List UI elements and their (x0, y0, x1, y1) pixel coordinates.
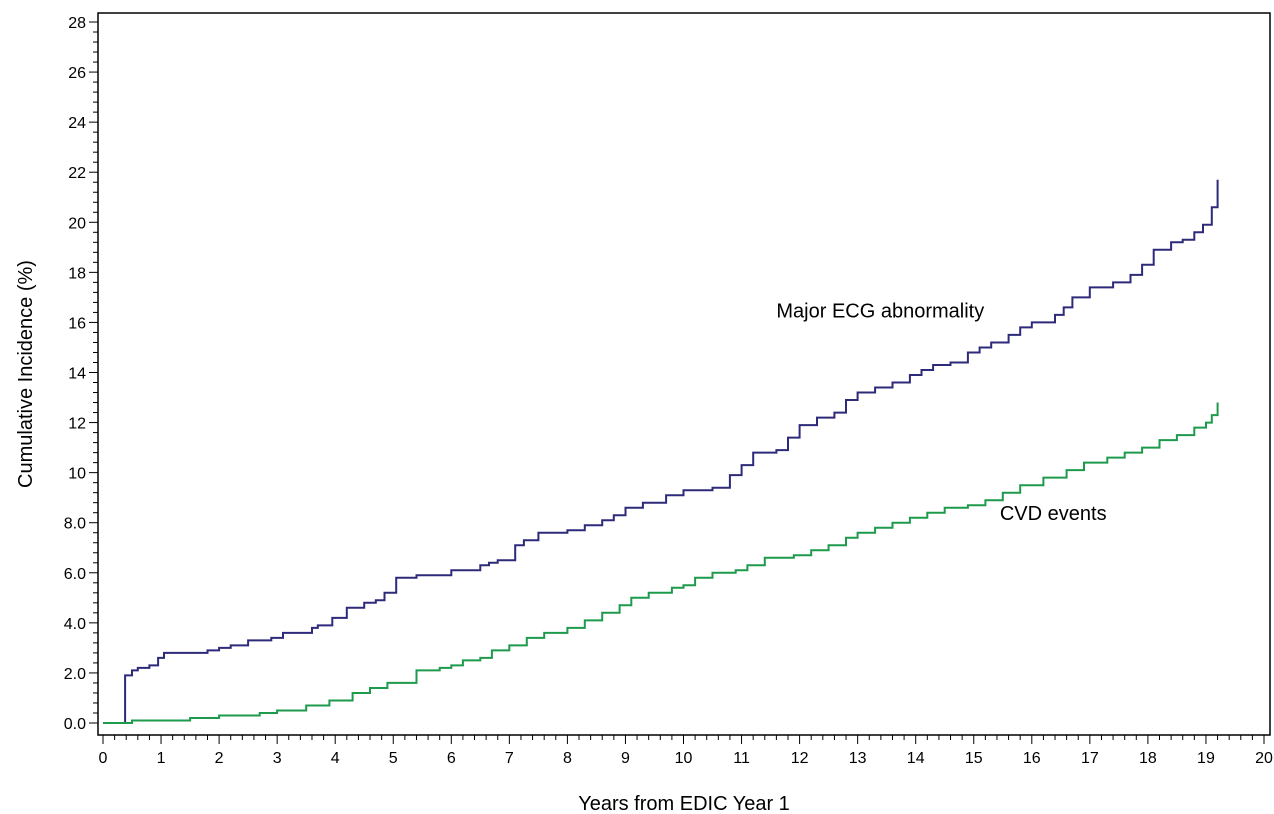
y-axis: 0.0 2.0 4.0 6.0 8.0 10 12 14 16 18 20 22 24 26 28 (64, 15, 98, 733)
x-tick-label: 4 (331, 750, 340, 767)
y-tick-label: 12 (68, 416, 86, 433)
x-tick-label: 15 (965, 750, 983, 767)
y-tick-label: 28 (68, 15, 86, 32)
plot-frame-group (97, 12, 1271, 736)
y-tick-label: 4.0 (64, 616, 86, 633)
y-tick-label: 16 (68, 315, 86, 332)
y-tick-label: 24 (68, 115, 86, 132)
x-tick-label: 7 (505, 750, 514, 767)
y-tick-label: 26 (68, 65, 86, 82)
series-label-ecg: Major ECG abnormality (776, 300, 984, 322)
x-tick-label: 12 (791, 750, 809, 767)
x-tick-label: 16 (1023, 750, 1041, 767)
x-tick-label: 6 (447, 750, 456, 767)
x-tick-label: 11 (733, 750, 750, 767)
y-tick-label: 18 (68, 265, 86, 282)
series-line-ecg (103, 179, 1219, 724)
plot-frame (97, 12, 1271, 736)
x-tick-label: 3 (273, 750, 282, 767)
x-tick-label: 17 (1081, 750, 1099, 767)
x-tick-label: 18 (1139, 750, 1157, 767)
x-tick-label: 2 (215, 750, 224, 767)
y-tick-label: 8.0 (64, 516, 86, 533)
series-line-cvd (103, 402, 1219, 724)
x-tick-label: 19 (1197, 750, 1215, 767)
y-tick-label: 20 (68, 215, 86, 232)
y-tick-label: 14 (68, 366, 86, 383)
y-tick-label: 0.0 (64, 716, 86, 733)
x-axis-title: Years from EDIC Year 1 (578, 793, 790, 814)
y-tick-label: 6.0 (64, 566, 86, 583)
x-tick-label: 20 (1255, 750, 1273, 767)
series-label-cvd: CVD events (1000, 503, 1107, 525)
x-axis: 0 1 2 3 4 5 6 7 8 9 10 11 12 13 14 15 16 17 18 19 20 (99, 735, 1273, 767)
x-tick-label: 5 (389, 750, 398, 767)
y-tick-label: 22 (68, 165, 86, 182)
x-tick-label: 1 (157, 750, 166, 767)
y-tick-label: 10 (68, 466, 86, 483)
x-tick-label: 9 (621, 750, 630, 767)
annotation-layer: Major ECG abnormality CVD events (776, 300, 1106, 525)
x-tick-label: 13 (849, 750, 867, 767)
y-tick-label: 2.0 (64, 666, 86, 683)
x-tick-label: 0 (99, 750, 108, 767)
y-axis-title: Cumulative Incidence (%) (15, 260, 37, 488)
x-tick-label: 8 (563, 750, 572, 767)
x-tick-label: 10 (675, 750, 693, 767)
series-layer (103, 179, 1219, 724)
x-tick-label: 14 (907, 750, 925, 767)
